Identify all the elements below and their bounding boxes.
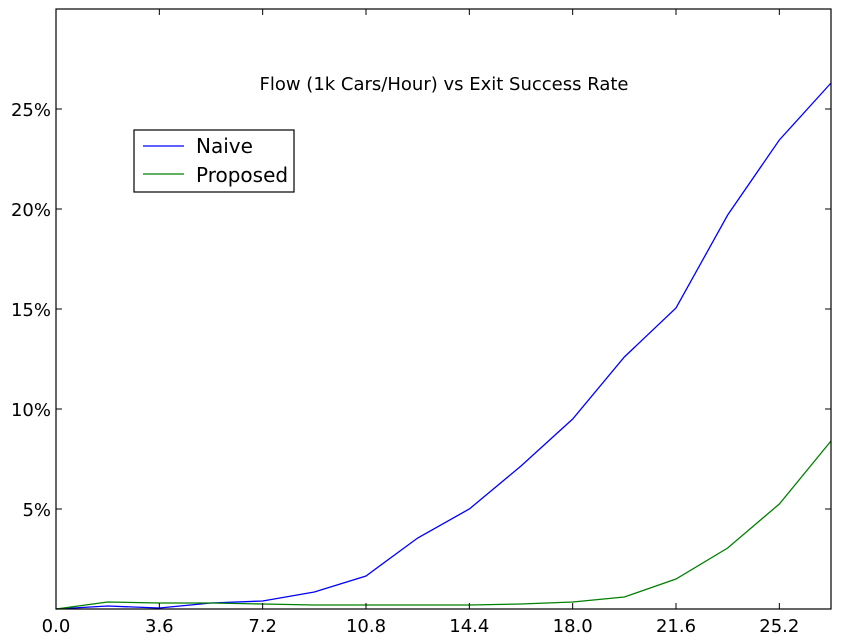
- chart-title: Flow (1k Cars/Hour) vs Exit Success Rate: [260, 74, 629, 95]
- x-tick-label: 0.0: [42, 616, 71, 637]
- x-tick-label: 21.6: [656, 616, 696, 637]
- x-tick-label: 14.4: [449, 616, 489, 637]
- legend: Naive Proposed: [133, 129, 295, 193]
- x-tick-label: 3.6: [145, 616, 174, 637]
- x-tick-label: 10.8: [346, 616, 386, 637]
- ticks-layer: 0.0 3.6 7.2 10.8 14.4 18.0 21.6 25.2 5% 10% 15% 20%…: [11, 9, 831, 637]
- series-line-proposed: [55, 440, 832, 610]
- series-line-naive: [55, 82, 832, 610]
- y-tick-label: 10%: [11, 400, 51, 421]
- legend-box: [133, 129, 295, 193]
- legend-label-naive: Naive: [196, 134, 253, 158]
- y-tick-label: 5%: [22, 500, 51, 521]
- y-tick-label: 15%: [11, 300, 51, 321]
- legend-label-proposed: Proposed: [196, 163, 288, 187]
- series-layer: [55, 82, 832, 610]
- y-tick-label: 25%: [11, 100, 51, 121]
- plot-frame: [55, 8, 832, 610]
- x-tick-label: 25.2: [759, 616, 799, 637]
- x-tick-label: 7.2: [248, 616, 277, 637]
- x-tick-label: 18.0: [553, 616, 593, 637]
- y-tick-label: 20%: [11, 200, 51, 221]
